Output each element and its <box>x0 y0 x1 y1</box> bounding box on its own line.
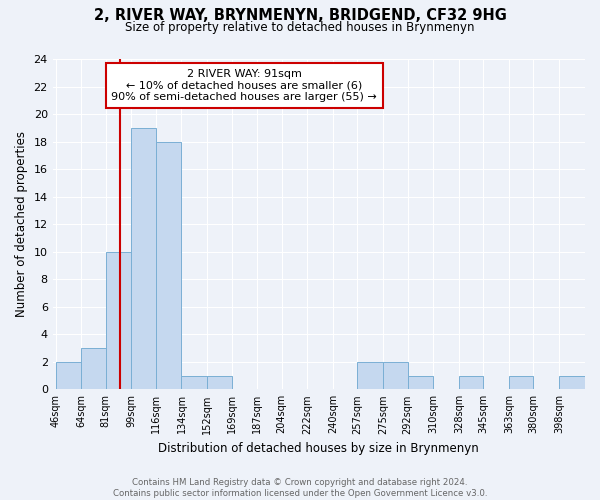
Bar <box>383 362 407 390</box>
Text: 2 RIVER WAY: 91sqm
← 10% of detached houses are smaller (6)
90% of semi-detached: 2 RIVER WAY: 91sqm ← 10% of detached hou… <box>112 69 377 102</box>
Bar <box>81 348 106 390</box>
Bar <box>56 362 81 390</box>
Bar <box>155 142 181 390</box>
Text: Size of property relative to detached houses in Brynmenyn: Size of property relative to detached ho… <box>125 21 475 34</box>
Bar <box>207 376 232 390</box>
Bar <box>509 376 533 390</box>
Bar <box>131 128 155 390</box>
Bar <box>106 252 131 390</box>
Bar <box>181 376 207 390</box>
Bar <box>407 376 433 390</box>
Text: Contains HM Land Registry data © Crown copyright and database right 2024.
Contai: Contains HM Land Registry data © Crown c… <box>113 478 487 498</box>
Bar <box>559 376 585 390</box>
Bar <box>358 362 383 390</box>
Y-axis label: Number of detached properties: Number of detached properties <box>15 131 28 317</box>
X-axis label: Distribution of detached houses by size in Brynmenyn: Distribution of detached houses by size … <box>158 442 479 455</box>
Text: 2, RIVER WAY, BRYNMENYN, BRIDGEND, CF32 9HG: 2, RIVER WAY, BRYNMENYN, BRIDGEND, CF32 … <box>94 8 506 22</box>
Bar <box>459 376 484 390</box>
